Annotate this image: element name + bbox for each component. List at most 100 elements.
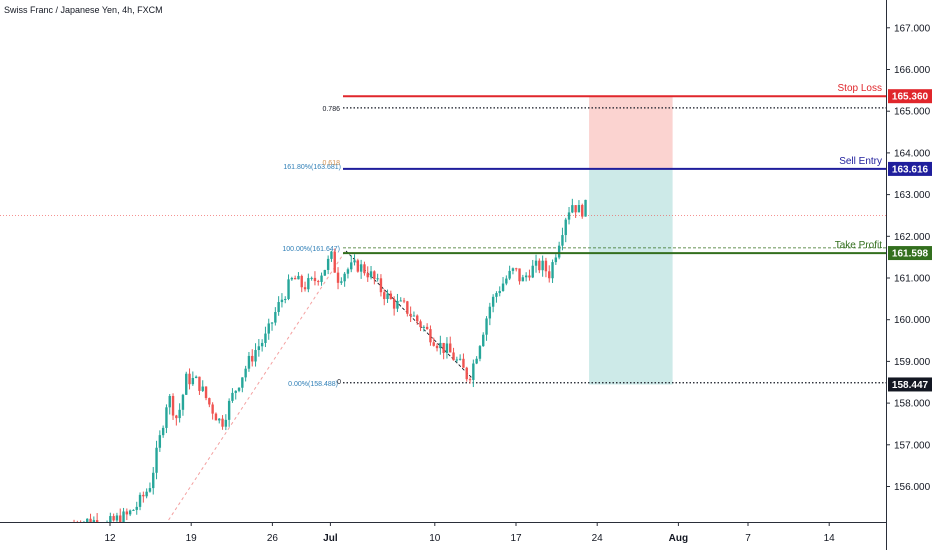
candle-body	[178, 409, 181, 419]
candle-body	[468, 379, 472, 381]
candle-body	[478, 346, 482, 359]
candle-body	[356, 260, 360, 272]
candle-body	[346, 269, 350, 274]
fib-label-0786: 0.786	[322, 106, 340, 113]
fib-label-0618: 0.618	[322, 160, 340, 167]
candle-body	[135, 506, 138, 510]
x-tick-label: 10	[429, 533, 441, 544]
candle-body	[237, 387, 241, 391]
candle-body	[148, 488, 152, 492]
risk-zone	[589, 96, 673, 169]
price-badge	[888, 89, 932, 104]
candle-body	[399, 300, 402, 302]
candle-body	[287, 279, 290, 299]
candle-body	[534, 260, 538, 266]
candle-body	[508, 270, 511, 279]
y-tick-label: 157.000	[894, 440, 931, 451]
candle-body	[488, 306, 492, 319]
candle-body	[340, 281, 343, 283]
candle-body	[323, 269, 327, 276]
candle-body	[422, 326, 426, 328]
level-label-stop-loss: Stop Loss	[838, 83, 882, 94]
candle-body	[551, 262, 554, 279]
candle-body	[425, 326, 429, 330]
candle-body	[251, 355, 254, 362]
candle-body	[511, 268, 515, 271]
candle-body	[528, 275, 531, 278]
candle-body	[132, 509, 135, 511]
candle-body	[168, 395, 171, 408]
candle-body	[518, 268, 521, 282]
y-tick-label: 161.000	[894, 274, 931, 285]
chart-title: Swiss Franc / Japanese Yen, 4h, FXCM	[4, 5, 163, 15]
fib-label-161: 161.80%(163.681)	[283, 164, 341, 171]
candle-body	[330, 251, 333, 259]
candle-body	[465, 367, 468, 380]
candle-body	[155, 447, 158, 473]
candle-body	[208, 398, 211, 405]
candle-body	[119, 515, 122, 525]
candle-body	[191, 377, 195, 385]
candle-body	[392, 299, 396, 309]
price-badge-label: 158.447	[892, 380, 929, 391]
candle-body	[396, 300, 399, 309]
x-tick-label: 17	[510, 533, 522, 544]
candle-body	[383, 292, 386, 300]
candle-body	[538, 260, 541, 271]
price-badge	[888, 377, 932, 392]
candle-body	[531, 265, 534, 278]
candle-body	[310, 277, 313, 279]
candle-body	[214, 413, 218, 421]
candle-body	[554, 257, 558, 263]
candle-body	[218, 418, 221, 421]
candle-body	[142, 494, 145, 497]
candle-body	[472, 363, 475, 380]
x-tick-label: Jul	[323, 533, 338, 544]
candle-body	[138, 494, 142, 507]
candle-body	[498, 290, 501, 294]
x-tick-label: 24	[592, 533, 604, 544]
candle-body	[145, 491, 148, 497]
y-tick-label: 165.000	[894, 107, 931, 118]
candle-body	[260, 342, 264, 347]
candle-body	[188, 373, 191, 385]
candle-body	[557, 245, 561, 258]
reward-zone	[589, 168, 673, 385]
candle-body	[171, 395, 175, 416]
candle-body	[247, 355, 251, 369]
candle-body	[231, 392, 234, 401]
candle-body	[270, 322, 274, 324]
time-axis-bg	[0, 522, 886, 550]
candle-body	[564, 219, 567, 236]
candle-body	[317, 281, 320, 283]
candle-body	[267, 323, 270, 334]
candle-body	[198, 376, 201, 391]
y-tick-label: 167.000	[894, 23, 931, 34]
candle-body	[524, 275, 528, 278]
candle-body	[376, 278, 379, 280]
fib-label-100: 100.00%(161.647)	[282, 246, 340, 253]
candle-body	[584, 199, 587, 217]
y-tick-label: 166.000	[894, 65, 931, 76]
candle-body	[369, 271, 373, 278]
candle-body	[300, 275, 303, 288]
candle-body	[548, 271, 551, 279]
candle-body	[571, 205, 574, 213]
y-tick-label: 159.000	[894, 357, 931, 368]
x-tick-label: 26	[267, 533, 279, 544]
candle-body	[353, 260, 356, 263]
candle-body	[204, 386, 208, 399]
candle-body	[194, 376, 198, 378]
candle-body	[115, 515, 119, 521]
candle-body	[482, 334, 485, 347]
candle-body	[313, 277, 317, 282]
candle-body	[567, 212, 571, 220]
price-badge-label: 163.616	[892, 164, 929, 175]
candle-body	[386, 293, 389, 300]
candle-body	[274, 312, 277, 323]
candle-body	[264, 333, 267, 343]
y-tick-label: 164.000	[894, 148, 931, 159]
candle-body	[442, 342, 445, 353]
candle-body	[544, 260, 548, 272]
